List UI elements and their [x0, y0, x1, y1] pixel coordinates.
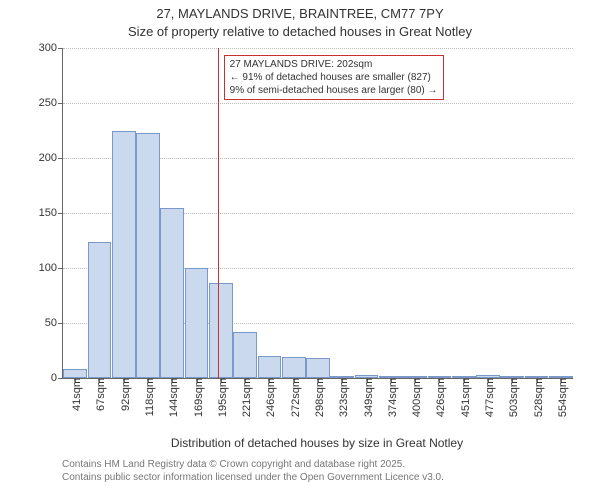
- reference-line: [218, 48, 219, 378]
- histogram-bar: [282, 357, 306, 378]
- annotation-line: ← 91% of detached houses are smaller (82…: [230, 71, 438, 84]
- x-tick-label: 528sqm: [529, 378, 545, 417]
- x-tick-label: 221sqm: [237, 378, 253, 417]
- annotation-line: 9% of semi-detached houses are larger (8…: [230, 84, 438, 97]
- histogram-bar: [160, 208, 184, 379]
- x-tick-label: 426sqm: [431, 378, 447, 417]
- footer-line1: Contains HM Land Registry data © Crown c…: [62, 458, 444, 471]
- x-tick-label: 349sqm: [359, 378, 375, 417]
- x-tick-label: 92sqm: [116, 378, 132, 411]
- grid-line: [63, 48, 573, 49]
- histogram-bar: [258, 356, 282, 378]
- y-tick-label: 200: [39, 152, 63, 164]
- x-tick-label: 298sqm: [310, 378, 326, 417]
- histogram-bar: [88, 242, 112, 378]
- chart-title-line2: Size of property relative to detached ho…: [0, 24, 600, 39]
- x-tick-label: 503sqm: [504, 378, 520, 417]
- plot-area: 05010015020025030041sqm67sqm92sqm118sqm1…: [62, 48, 573, 379]
- x-tick-label: 374sqm: [383, 378, 399, 417]
- y-tick-label: 300: [39, 42, 63, 54]
- histogram-bar: [233, 332, 257, 378]
- histogram-bar: [136, 133, 160, 378]
- x-tick-label: 169sqm: [189, 378, 205, 417]
- chart-title-line1: 27, MAYLANDS DRIVE, BRAINTREE, CM77 7PY: [0, 6, 600, 21]
- histogram-bar: [209, 283, 233, 378]
- histogram-bar: [63, 369, 87, 378]
- y-tick-label: 0: [51, 372, 63, 384]
- y-tick-label: 100: [39, 262, 63, 274]
- annotation-box: 27 MAYLANDS DRIVE: 202sqm← 91% of detach…: [224, 55, 444, 100]
- x-tick-label: 400sqm: [407, 378, 423, 417]
- y-tick-label: 50: [45, 317, 63, 329]
- histogram-bar: [112, 131, 136, 379]
- x-tick-label: 554sqm: [553, 378, 569, 417]
- grid-line: [63, 103, 573, 104]
- x-axis-label: Distribution of detached houses by size …: [62, 436, 572, 450]
- y-tick-label: 150: [39, 207, 63, 219]
- histogram-chart: 27, MAYLANDS DRIVE, BRAINTREE, CM77 7PY …: [0, 0, 600, 500]
- x-tick-label: 323sqm: [334, 378, 350, 417]
- annotation-line: 27 MAYLANDS DRIVE: 202sqm: [230, 58, 438, 71]
- histogram-bar: [185, 268, 209, 378]
- x-tick-label: 118sqm: [140, 378, 156, 416]
- x-tick-label: 451sqm: [456, 378, 472, 417]
- y-tick-label: 250: [39, 97, 63, 109]
- histogram-bar: [306, 358, 330, 378]
- footer-line2: Contains public sector information licen…: [62, 471, 444, 484]
- x-tick-label: 246sqm: [261, 378, 277, 417]
- footer-note: Contains HM Land Registry data © Crown c…: [62, 458, 444, 484]
- x-tick-label: 67sqm: [91, 378, 107, 411]
- x-tick-label: 144sqm: [164, 378, 180, 417]
- x-tick-label: 41sqm: [67, 378, 83, 411]
- x-tick-label: 195sqm: [213, 378, 229, 417]
- x-tick-label: 477sqm: [480, 378, 496, 417]
- x-tick-label: 272sqm: [286, 378, 302, 417]
